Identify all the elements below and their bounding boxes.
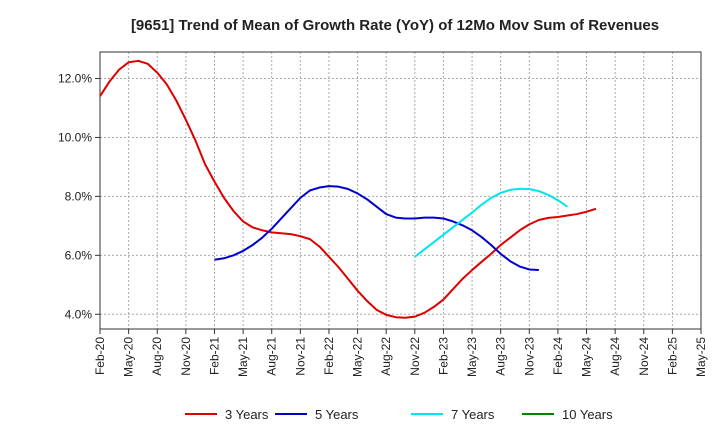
y-tick-label: 6.0% (65, 248, 93, 262)
x-tick-label: Nov-23 (522, 337, 536, 376)
legend-item: 3 Years (185, 407, 269, 422)
y-axis: 4.0% 6.0% 8.0% 10.0% 12.0% (58, 72, 100, 321)
legend-item: 5 Years (275, 407, 359, 422)
x-tick-label: Nov-24 (637, 337, 651, 376)
x-tick-label: May-25 (694, 337, 708, 377)
x-tick-label: May-20 (122, 337, 136, 377)
x-tick-label: Aug-22 (379, 337, 393, 376)
x-tick-label: Feb-24 (551, 337, 565, 375)
legend-item: 10 Years (522, 407, 613, 422)
x-tick-label: Feb-23 (436, 337, 450, 375)
x-tick-label: May-23 (465, 337, 479, 377)
y-tick-label: 4.0% (65, 307, 93, 321)
series-line-7-years (414, 187, 569, 258)
x-tick-label: Feb-20 (93, 337, 107, 375)
x-tick-label: Nov-20 (179, 337, 193, 376)
x-tick-label: Aug-23 (494, 337, 508, 376)
legend: 3 Years 5 Years 7 Years 10 Years (185, 407, 613, 422)
plot-area (99, 51, 702, 330)
x-tick-label: May-22 (351, 337, 365, 377)
x-tick-label: Nov-22 (408, 337, 422, 376)
legend-label: 5 Years (315, 407, 359, 422)
x-tick-label: Aug-20 (150, 337, 164, 376)
y-tick-label: 10.0% (58, 130, 92, 144)
chart-title: [9651] Trend of Mean of Growth Rate (YoY… (131, 17, 659, 34)
x-tick-label: Aug-24 (608, 337, 622, 376)
x-axis: Feb-20 May-20 Aug-20 Nov-20 Feb-21 May-21 Aug-… (93, 329, 708, 377)
x-tick-label: May-24 (580, 337, 594, 377)
series-line-5-years (214, 185, 539, 272)
x-tick-label: May-21 (236, 337, 250, 377)
x-tick-label: Feb-22 (322, 337, 336, 375)
grid-lines (99, 52, 702, 329)
y-tick-label: 8.0% (65, 189, 93, 203)
legend-item: 7 Years (411, 407, 495, 422)
x-tick-label: Nov-21 (293, 337, 307, 376)
x-tick-label: Feb-21 (207, 337, 221, 375)
legend-label: 7 Years (451, 407, 495, 422)
x-tick-label: Aug-21 (265, 337, 279, 376)
series-line-3-years (99, 59, 597, 319)
legend-label: 3 Years (225, 407, 269, 422)
y-tick-label: 12.0% (58, 72, 92, 86)
legend-label: 10 Years (562, 407, 613, 422)
series-layer (99, 59, 597, 319)
x-tick-label: Feb-25 (665, 337, 679, 375)
